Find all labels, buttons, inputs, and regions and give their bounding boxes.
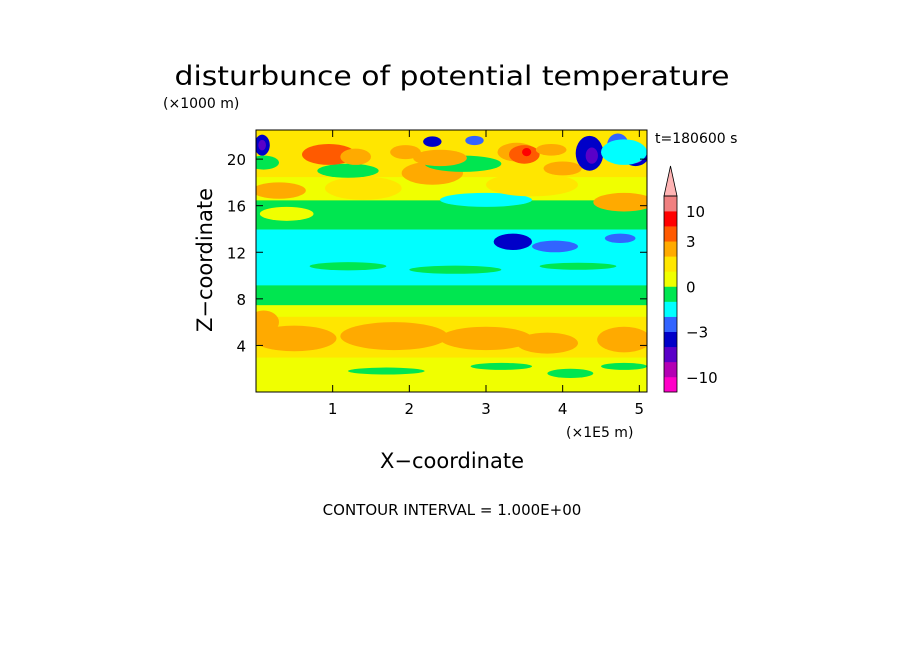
contour-band (256, 357, 647, 367)
contour-cell (470, 362, 532, 370)
x-tick-label: 5 (635, 400, 645, 418)
contour-cell (340, 322, 448, 351)
contour-cell (325, 176, 402, 200)
contour-cell (258, 139, 266, 151)
colorbar-segment (664, 316, 677, 332)
contour-cell (256, 325, 337, 352)
contour-band (256, 228, 647, 286)
contour-cell (413, 149, 467, 167)
contour-cell (465, 135, 484, 146)
contour-cell (601, 139, 647, 165)
contour-cell (309, 262, 387, 271)
contour-cell (597, 326, 647, 353)
contour-cell (348, 367, 425, 375)
colorbar-segment (664, 241, 677, 257)
contour-cell (516, 332, 578, 354)
contour-cell (593, 192, 647, 212)
y-tick-label: 4 (236, 337, 246, 355)
x-axis-label: X−coordinate (380, 449, 524, 473)
contour-band (256, 304, 647, 317)
contour-cell (585, 147, 598, 164)
plot-frame (255, 129, 648, 393)
contour-cell (543, 161, 582, 176)
colorbar-segment (664, 301, 677, 317)
colorbar-segment (664, 271, 677, 287)
contour-cell (340, 148, 371, 165)
x-tick-label: 3 (481, 400, 491, 418)
colorbar-segment (664, 376, 677, 393)
contour-cell (317, 163, 379, 178)
colorbar-label: 10 (686, 203, 705, 221)
x-unit-label: (×1E5 m) (566, 425, 633, 441)
contour-cell (259, 206, 314, 221)
contour-cell (535, 143, 567, 156)
chart-title: disturbunce of potential temperature (175, 61, 730, 92)
colorbar-segment (664, 346, 677, 363)
contour-cell (256, 155, 279, 170)
contour-cell (604, 233, 636, 243)
contour-cell (547, 368, 594, 379)
colorbar-segment (664, 211, 677, 227)
contour-band (256, 284, 647, 306)
contour-cell (440, 192, 532, 207)
y-unit-label: (×1000 m) (163, 96, 239, 112)
contour-cell (493, 233, 532, 250)
colorbar-segment (664, 331, 677, 348)
contour-cell (440, 326, 532, 351)
contour-cell (256, 182, 306, 199)
contour-cell (390, 145, 421, 160)
contour-cell (539, 262, 617, 270)
x-tick-label: 4 (558, 400, 568, 418)
colorbar: 10 3 0 −3 −10 (663, 165, 718, 393)
colorbar-segment (664, 196, 677, 212)
contour-band (256, 199, 647, 230)
colorbar-segment (664, 256, 677, 272)
y-tick-label: 12 (227, 244, 246, 262)
y-tick-label: 8 (236, 291, 246, 309)
contour-cell (532, 240, 578, 253)
colorbar-frame (663, 195, 678, 393)
colorbar-label: −3 (686, 324, 708, 342)
plot-area (256, 130, 647, 392)
x-tick-label: 2 (405, 400, 415, 418)
contour-interval-label: CONTOUR INTERVAL = 1.000E+00 (323, 501, 582, 519)
contour-cell (423, 136, 442, 147)
contour-cell (601, 362, 647, 370)
contour-band (256, 380, 647, 392)
colorbar-segment (664, 361, 677, 378)
colorbar-arrow (663, 165, 678, 197)
colorbar-label: 3 (686, 233, 696, 251)
contour-cell (522, 148, 532, 157)
contour-cell (486, 173, 578, 197)
time-label: t=180600 s (655, 131, 737, 147)
contour-cell (256, 310, 279, 334)
colorbar-segment (664, 226, 677, 242)
contour-cell (409, 265, 502, 274)
colorbar-label: 0 (686, 278, 696, 296)
y-tick-label: 16 (227, 198, 246, 216)
x-tick-label: 1 (328, 400, 338, 418)
colorbar-label: −10 (686, 369, 718, 387)
y-tick-label: 20 (227, 151, 246, 169)
colorbar-segment (664, 286, 677, 302)
y-axis-label: Z−coordinate (193, 188, 217, 332)
